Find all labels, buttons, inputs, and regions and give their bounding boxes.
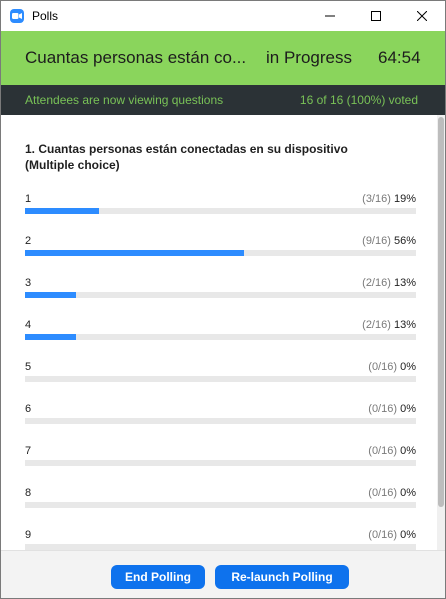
option-stats: (0/16) 0% xyxy=(368,403,416,415)
option-percent: 56% xyxy=(393,235,416,247)
option-stats: (0/16) 0% xyxy=(368,361,416,373)
option-row: 5 (0/16) 0% xyxy=(25,361,416,391)
option-stats: (9/16) 56% xyxy=(362,235,416,247)
option-row: 6 (0/16) 0% xyxy=(25,403,416,433)
option-count: (0/16) xyxy=(368,487,398,499)
poll-status: in Progress xyxy=(266,48,352,67)
option-row: 8 (0/16) 0% xyxy=(25,487,416,517)
window-title: Polls xyxy=(32,9,59,23)
option-percent: 0% xyxy=(400,361,416,373)
poll-title: Cuantas personas están co... xyxy=(25,48,247,67)
option-percent: 19% xyxy=(393,193,416,205)
option-row: 4 (2/16) 13% xyxy=(25,319,416,349)
option-percent: 13% xyxy=(393,277,416,289)
maximize-button[interactable] xyxy=(353,1,399,31)
relaunch-polling-button[interactable]: Re-launch Polling xyxy=(215,565,349,589)
vote-count: 16 of 16 (100%) voted xyxy=(299,93,418,107)
option-count: (0/16) xyxy=(368,445,398,457)
footer: End Polling Re-launch Polling xyxy=(1,550,445,598)
close-icon xyxy=(417,11,427,21)
scrollbar[interactable] xyxy=(437,115,445,550)
option-bar-track xyxy=(25,292,416,298)
option-label: 4 xyxy=(25,319,32,331)
option-bar-fill xyxy=(25,208,99,214)
poll-header: Cuantas personas están co... in Progress… xyxy=(1,31,445,85)
poll-results: 1. Cuantas personas están conectadas en … xyxy=(1,115,445,550)
option-row: 3 (2/16) 13% xyxy=(25,277,416,307)
option-label: 7 xyxy=(25,445,32,457)
option-count: (0/16) xyxy=(368,529,398,541)
option-count: (0/16) xyxy=(368,361,398,373)
option-label: 3 xyxy=(25,277,32,289)
option-label: 2 xyxy=(25,235,32,247)
scrollbar-thumb[interactable] xyxy=(438,117,444,507)
viewing-status: Attendees are now viewing questions xyxy=(25,93,224,107)
option-stats: (2/16) 13% xyxy=(362,277,416,289)
option-row: 2 (9/16) 56% xyxy=(25,235,416,265)
option-percent: 0% xyxy=(400,529,416,541)
option-percent: 13% xyxy=(393,319,416,331)
option-stats: (0/16) 0% xyxy=(368,487,416,499)
maximize-icon xyxy=(371,11,381,21)
option-bar-track xyxy=(25,334,416,340)
option-row: 1 (3/16) 19% xyxy=(25,193,416,223)
option-label: 5 xyxy=(25,361,32,373)
option-label: 8 xyxy=(25,487,32,499)
option-percent: 0% xyxy=(400,403,416,415)
option-stats: (3/16) 19% xyxy=(362,193,416,205)
zoom-camera-icon xyxy=(10,9,24,23)
option-stats: (0/16) 0% xyxy=(368,445,416,457)
option-percent: 0% xyxy=(400,445,416,457)
option-stats: (0/16) 0% xyxy=(368,529,416,541)
option-label: 1 xyxy=(25,193,32,205)
minimize-button[interactable] xyxy=(307,1,353,31)
option-bar-track xyxy=(25,418,416,424)
info-bar: Attendees are now viewing questions 16 o… xyxy=(1,85,445,115)
option-bar-track xyxy=(25,502,416,508)
option-bar-track xyxy=(25,208,416,214)
close-button[interactable] xyxy=(399,1,445,31)
option-count: (2/16) xyxy=(362,277,391,289)
option-count: (9/16) xyxy=(362,235,391,247)
minimize-icon xyxy=(325,15,335,17)
option-bar-track xyxy=(25,460,416,466)
option-bar-fill xyxy=(25,292,76,298)
option-count: (0/16) xyxy=(368,403,398,415)
poll-timer: 64:54 xyxy=(378,48,421,67)
option-bar-track xyxy=(25,544,416,550)
option-row: 9 (0/16) 0% xyxy=(25,529,416,550)
question-text: 1. Cuantas personas están conectadas en … xyxy=(25,142,348,172)
title-bar: Polls xyxy=(1,1,445,31)
option-bar-track xyxy=(25,250,416,256)
option-bar-fill xyxy=(25,250,244,256)
option-bar-fill xyxy=(25,334,76,340)
option-row: 7 (0/16) 0% xyxy=(25,445,416,475)
option-percent: 0% xyxy=(400,487,416,499)
end-polling-button[interactable]: End Polling xyxy=(111,565,205,589)
option-label: 9 xyxy=(25,529,32,541)
option-label: 6 xyxy=(25,403,32,415)
option-count: (3/16) xyxy=(362,193,391,205)
option-bar-track xyxy=(25,376,416,382)
option-count: (2/16) xyxy=(362,319,391,331)
option-stats: (2/16) 13% xyxy=(362,319,416,331)
